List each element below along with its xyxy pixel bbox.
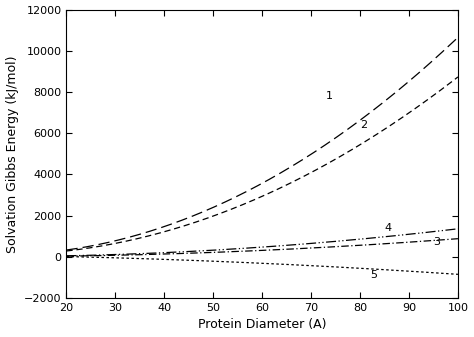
Text: 3: 3	[434, 237, 440, 247]
Text: 4: 4	[384, 223, 392, 234]
X-axis label: Protein Diameter (A): Protein Diameter (A)	[198, 318, 327, 332]
Text: 1: 1	[326, 91, 333, 101]
Text: 2: 2	[360, 120, 367, 130]
Text: 5: 5	[370, 270, 377, 280]
Y-axis label: Solvation Gibbs Energy (kJ/mol): Solvation Gibbs Energy (kJ/mol)	[6, 55, 18, 252]
